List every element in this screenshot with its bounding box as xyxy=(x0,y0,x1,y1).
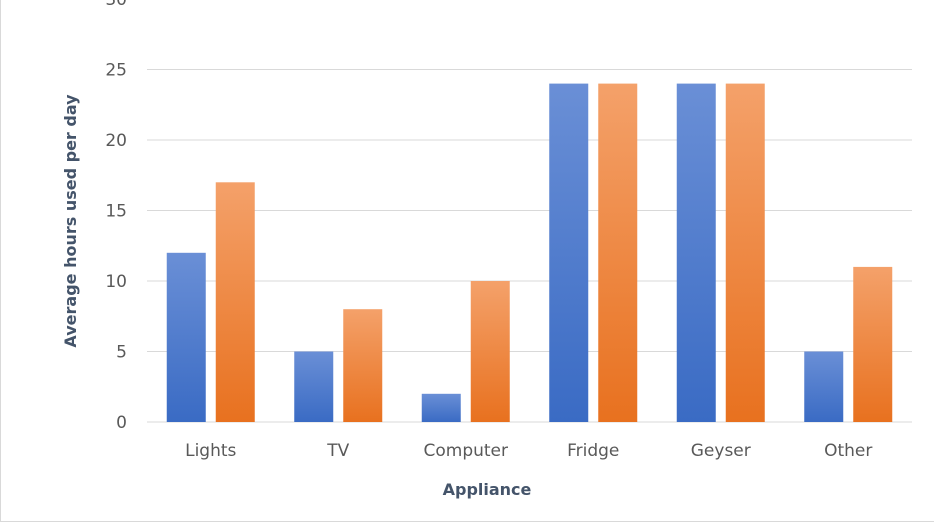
bar-tv-series-1 xyxy=(294,351,334,422)
bar-computer-series-2 xyxy=(470,281,510,422)
x-tick-label: TV xyxy=(326,441,349,461)
bar-computer-series-1 xyxy=(421,393,461,422)
y-tick-label: 5 xyxy=(116,343,127,363)
y-tick-label: 15 xyxy=(105,202,127,222)
x-tick-label: Fridge xyxy=(567,441,619,461)
x-tick-label: Other xyxy=(824,441,872,461)
bar-geyser-series-1 xyxy=(676,83,716,422)
bar-tv-series-2 xyxy=(343,309,383,422)
y-axis-ticks: 0 5 10 15 20 25 30 xyxy=(105,0,127,433)
x-tick-label: Geyser xyxy=(691,441,751,461)
y-tick-label: 0 xyxy=(116,413,127,433)
bars xyxy=(166,83,893,422)
y-tick-label: 25 xyxy=(105,61,127,81)
y-tick-label: 20 xyxy=(105,131,127,151)
bar-lights-series-1 xyxy=(166,252,206,422)
y-tick-label: 30 xyxy=(105,0,127,10)
bar-lights-series-2 xyxy=(215,182,255,422)
y-axis-title: Average hours used per day xyxy=(61,94,80,348)
x-axis-title: Appliance xyxy=(443,480,532,499)
x-tick-label: Lights xyxy=(185,441,236,461)
bar-other-series-2 xyxy=(853,266,893,422)
gridlines xyxy=(147,69,912,423)
x-axis-ticks: Lights TV Computer Fridge Geyser Other xyxy=(185,441,872,461)
bar-fridge-series-1 xyxy=(549,83,589,422)
bar-other-series-1 xyxy=(804,351,844,422)
x-tick-label: Computer xyxy=(423,441,508,461)
y-tick-label: 10 xyxy=(105,272,127,292)
bar-fridge-series-2 xyxy=(598,83,638,422)
bar-geyser-series-2 xyxy=(725,83,765,422)
